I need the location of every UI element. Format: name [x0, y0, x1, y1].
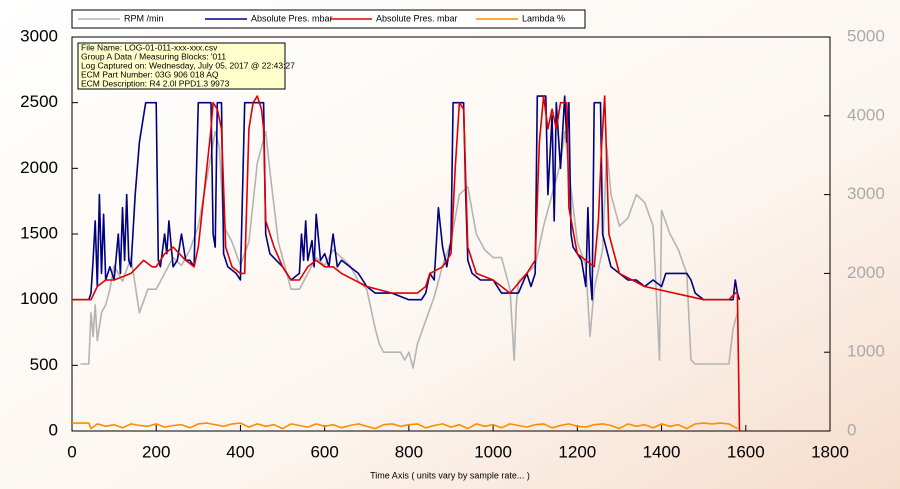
- series-line: [72, 95, 741, 432]
- y2-tick-label: 2000: [847, 263, 885, 282]
- legend-label: Absolute Pres. mbar: [251, 13, 333, 23]
- x-tick-label: 1800: [811, 442, 849, 461]
- y2-tick-label: 3000: [847, 184, 885, 203]
- y-tick-label: 500: [30, 355, 58, 374]
- y2-tick-label: 4000: [847, 105, 885, 124]
- series-line: [72, 95, 741, 301]
- info-box: [77, 42, 286, 90]
- x-tick-label: 600: [310, 442, 338, 461]
- x-tick-label: 1000: [474, 442, 512, 461]
- x-tick-label: 400: [226, 442, 254, 461]
- x-tick-label: 1600: [727, 442, 765, 461]
- x-tick-label: 1400: [643, 442, 681, 461]
- info-line: ECM Part Number: 03G 906 018 AQ: [81, 69, 219, 79]
- y2-tick-label: 5000: [847, 26, 885, 45]
- x-axis-label: Time Axis ( units vary by sample rate...…: [370, 470, 530, 480]
- info-line: Log Captured on: Wednesday, July 05, 201…: [81, 60, 295, 70]
- series-line: [80, 130, 739, 369]
- info-line: Group A Data / Measuring Blocks: '011: [81, 51, 226, 61]
- legend: [71, 9, 586, 29]
- info-line: ECM Description: R4 2.0l PPD1.3 9973: [81, 78, 230, 88]
- info-line: File Name: LOG-01-011-xxx-xxx.csv: [81, 42, 218, 52]
- y-tick-label: 2000: [20, 158, 58, 177]
- x-tick-label: 200: [142, 442, 170, 461]
- x-tick-label: 800: [395, 442, 423, 461]
- y-tick-label: 1000: [20, 289, 58, 308]
- y-tick-label: 0: [49, 420, 58, 439]
- series-line: [72, 422, 738, 430]
- y2-tick-label: 1000: [847, 342, 885, 361]
- y2-tick-label: 0: [847, 420, 856, 439]
- y-tick-label: 2500: [20, 92, 58, 111]
- legend-label: Lambda %: [522, 13, 565, 23]
- x-tick-label: 0: [67, 442, 76, 461]
- legend-label: Absolute Pres. mbar: [376, 13, 458, 23]
- x-tick-label: 1200: [558, 442, 596, 461]
- y-tick-label: 3000: [20, 26, 58, 45]
- y-tick-label: 1500: [20, 223, 58, 242]
- legend-label: RPM /min: [124, 13, 164, 23]
